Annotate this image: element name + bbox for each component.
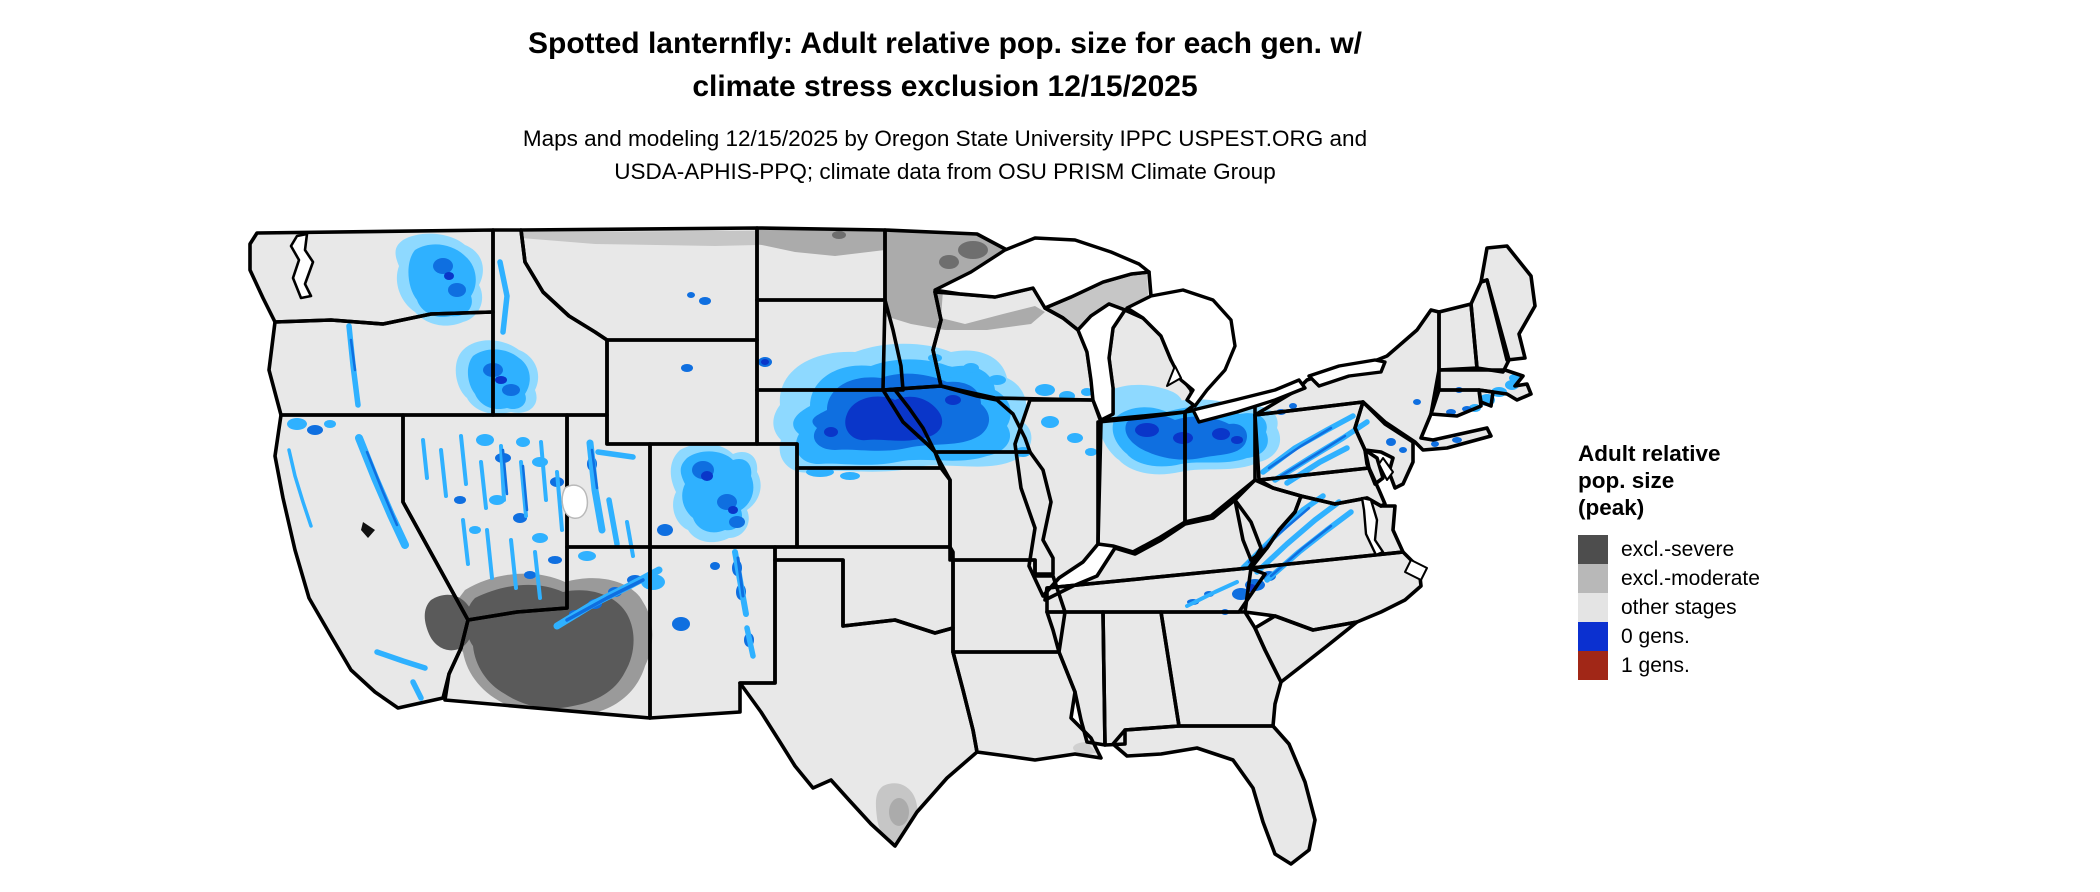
legend-item-other-stages: other stages [1578,593,1878,622]
legend-swatch-excl-severe [1578,535,1608,564]
legend-title: Adult relative pop. size (peak) [1578,440,1878,521]
legend-swatch-other-stages [1578,593,1608,622]
legend-title-line-3: (peak) [1578,495,1645,520]
title-line-1: Spotted lanternfly: Adult relative pop. … [527,27,1362,60]
legend-item-excl-severe: excl.-severe [1578,535,1878,564]
legend-item-0-gens: 0 gens. [1578,622,1878,651]
legend: Adult relative pop. size (peak) excl.-se… [1578,440,1878,680]
delaware-bay [1378,457,1394,481]
great-salt-lake [561,484,589,519]
legend-swatch-excl-moderate [1578,564,1608,593]
legend-item-excl-moderate: excl.-moderate [1578,564,1878,593]
subtitle-line-1: Maps and modeling 12/15/2025 by Oregon S… [522,126,1368,151]
lake-superior [933,236,1151,310]
lake-huron [1125,288,1237,408]
legend-label-1-gens: 1 gens. [1621,653,1690,677]
great-lakes [289,232,1428,581]
pamlico-sound [1404,559,1428,581]
san-francisco-bay [361,522,375,538]
chart-subtitle: Maps and modeling 12/15/2025 by Oregon S… [0,122,1890,188]
gens0-dark-patches [444,272,1256,592]
legend-title-line-2: pop. size [1578,468,1675,493]
lake-ontario [1307,358,1387,388]
subtitle-line-2: USDA-APHIS-PPQ; climate data from OSU PR… [614,159,1276,184]
lake-michigan [1076,302,1127,422]
us-map-svg [248,226,1537,866]
legend-label-excl-moderate: excl.-moderate [1621,566,1760,590]
legend-swatch-1-gens [1578,651,1608,680]
legend-label-other-stages: other stages [1621,595,1737,619]
excl-severe-patches-southwest [424,584,634,709]
chesapeake-bay [1360,496,1385,557]
saginaw-bay [1166,365,1182,387]
legend-swatch-0-gens [1578,622,1608,651]
legend-label-0-gens: 0 gens. [1621,624,1690,648]
legend-label-excl-severe: excl.-severe [1621,537,1735,561]
lake-erie [1191,378,1307,424]
us-map [235,200,1545,890]
excl-moderate-patches [757,230,1300,864]
title-line-2: climate stress exclusion 12/15/2025 [692,70,1198,103]
puget-sound [289,232,315,300]
raster-layers [287,230,1521,864]
legend-title-line-1: Adult relative [1578,441,1721,466]
chart-title: Spotted lanternfly: Adult relative pop. … [0,22,1890,108]
legend-item-1-gens: 1 gens. [1578,651,1878,680]
